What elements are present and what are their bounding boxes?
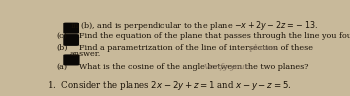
Text: 1.  Consider the planes $2x - 2y + z = 1$ and $x - y - z = 5$.: 1. Consider the planes $2x - 2y + z = 1$…	[47, 79, 292, 92]
Text: answer.: answer.	[70, 50, 101, 58]
Text: What is the cosine of the angle between the two planes?: What is the cosine of the angle between …	[79, 63, 308, 71]
Text: (c): (c)	[57, 32, 68, 40]
Text: Find the equation of the plane that passes through the line you found: Find the equation of the plane that pass…	[79, 32, 350, 40]
Text: in (b), and is perpendicular to the plane $-x + 2y - 2z = -13$.: in (b), and is perpendicular to the plan…	[70, 19, 317, 32]
Text: Find a parametrization of the line of intersection of these: Find a parametrization of the line of in…	[79, 44, 313, 52]
FancyBboxPatch shape	[63, 23, 79, 34]
Text: (a): (a)	[57, 63, 68, 71]
Text: planes.: planes.	[247, 44, 278, 52]
FancyBboxPatch shape	[63, 54, 79, 65]
Text: Verify your: Verify your	[199, 63, 248, 71]
Text: (b): (b)	[57, 44, 68, 52]
FancyBboxPatch shape	[63, 34, 79, 46]
